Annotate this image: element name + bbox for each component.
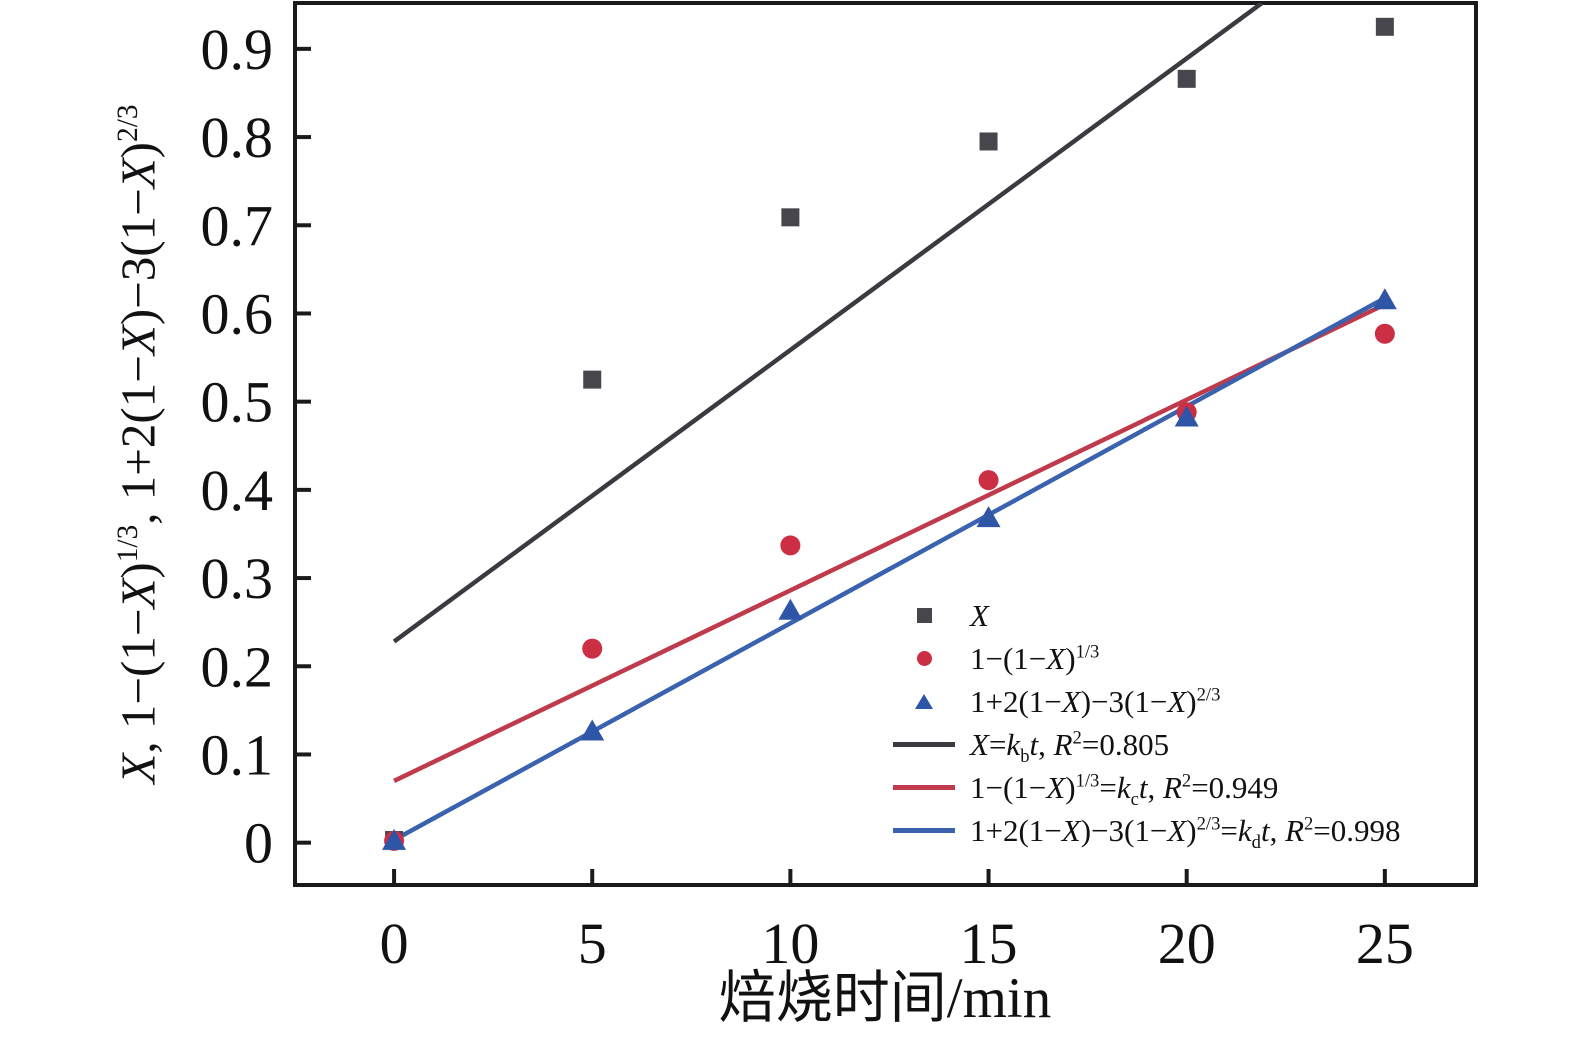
legend-triangle-marker-icon <box>878 686 970 718</box>
x-tick-label: 25 <box>1356 911 1414 976</box>
x-tick-label: 10 <box>761 911 819 976</box>
legend-item: X=kbt, R2=0.805 <box>878 723 1401 766</box>
legend-item: 1−(1−X)1/3 <box>878 637 1401 680</box>
data-point-circle <box>582 638 603 659</box>
y-tick-label: 0.8 <box>201 105 274 170</box>
data-point-triangle <box>580 719 605 741</box>
y-tick-label: 0.7 <box>201 193 274 258</box>
legend-item: 1+2(1−X)−3(1−X)2/3=kdt, R2=0.998 <box>878 809 1401 852</box>
legend-line-marker-icon <box>878 815 970 847</box>
data-point-triangle <box>1372 288 1397 310</box>
data-markers-layer <box>382 17 1397 851</box>
legend-line-marker-icon <box>878 772 970 804</box>
data-point-square <box>1375 17 1394 36</box>
y-tick-label: 0.2 <box>201 634 274 699</box>
data-point-square <box>583 370 602 389</box>
x-tick-label: 20 <box>1158 911 1216 976</box>
x-tick-label: 5 <box>578 911 607 976</box>
data-point-square <box>979 132 998 151</box>
y-tick-label: 0.5 <box>201 370 274 435</box>
data-point-square <box>781 208 800 227</box>
data-point-circle <box>978 470 999 491</box>
data-point-triangle <box>382 828 407 850</box>
legend-label: 1−(1−X)1/3=kct, R2=0.949 <box>970 770 1279 811</box>
legend-square-marker-icon <box>878 600 970 632</box>
legend-item: X <box>878 594 1401 637</box>
y-tick-label: 0.6 <box>201 281 274 346</box>
data-point-square <box>1177 69 1196 88</box>
x-axis-label: 焙烧时间/min <box>718 967 1052 1030</box>
y-tick-label: 0 <box>244 811 273 876</box>
legend-line-marker-icon <box>878 729 970 761</box>
data-point-triangle <box>976 506 1001 528</box>
y-tick-label: 0.9 <box>201 17 274 82</box>
axes-frame <box>293 1 1478 887</box>
legend-item: 1−(1−X)1/3=kct, R2=0.949 <box>878 766 1401 809</box>
legend-label: 1+2(1−X)−3(1−X)2/3 <box>970 684 1221 719</box>
data-point-triangle <box>1174 405 1199 427</box>
legend-item: 1+2(1−X)−3(1−X)2/3 <box>878 680 1401 723</box>
y-tick-label: 0.1 <box>201 722 274 787</box>
y-tick-label: 0.4 <box>201 458 274 523</box>
y-tick-label: 0.3 <box>201 546 274 611</box>
x-tick-label: 0 <box>380 911 409 976</box>
plot-frame <box>293 1 1478 887</box>
data-point-circle <box>1374 323 1395 344</box>
legend: X 1−(1−X)1/3 1+2(1−X)−3(1−X)2/3 X=kbt, R2=0… <box>878 594 1401 852</box>
data-point-circle <box>780 535 801 556</box>
axis-tick-labels: 0 5 10 15 20 25 0 0.1 0.2 0.3 0.4 0.5 0.6 0.7 0.8 0.9 <box>201 17 1414 976</box>
y-axis-label: X, 1−(1−X)1/3, 1+2(1−X)−3(1−X)2/3 <box>110 104 166 784</box>
fit-line <box>392 298 1382 842</box>
data-point-triangle <box>778 598 803 620</box>
x-tick-label: 15 <box>960 911 1018 976</box>
fit-lines-layer <box>392 3 1382 842</box>
fit-line <box>393 304 1382 783</box>
legend-label: 1+2(1−X)−3(1−X)2/3=kdt, R2=0.998 <box>970 813 1401 854</box>
fit-line <box>392 3 1264 644</box>
legend-circle-marker-icon <box>878 643 970 675</box>
legend-label: X=kbt, R2=0.805 <box>970 727 1170 768</box>
legend-label: 1−(1−X)1/3 <box>970 641 1100 676</box>
legend-label: X <box>970 598 989 633</box>
axis-ticks <box>295 46 1387 885</box>
